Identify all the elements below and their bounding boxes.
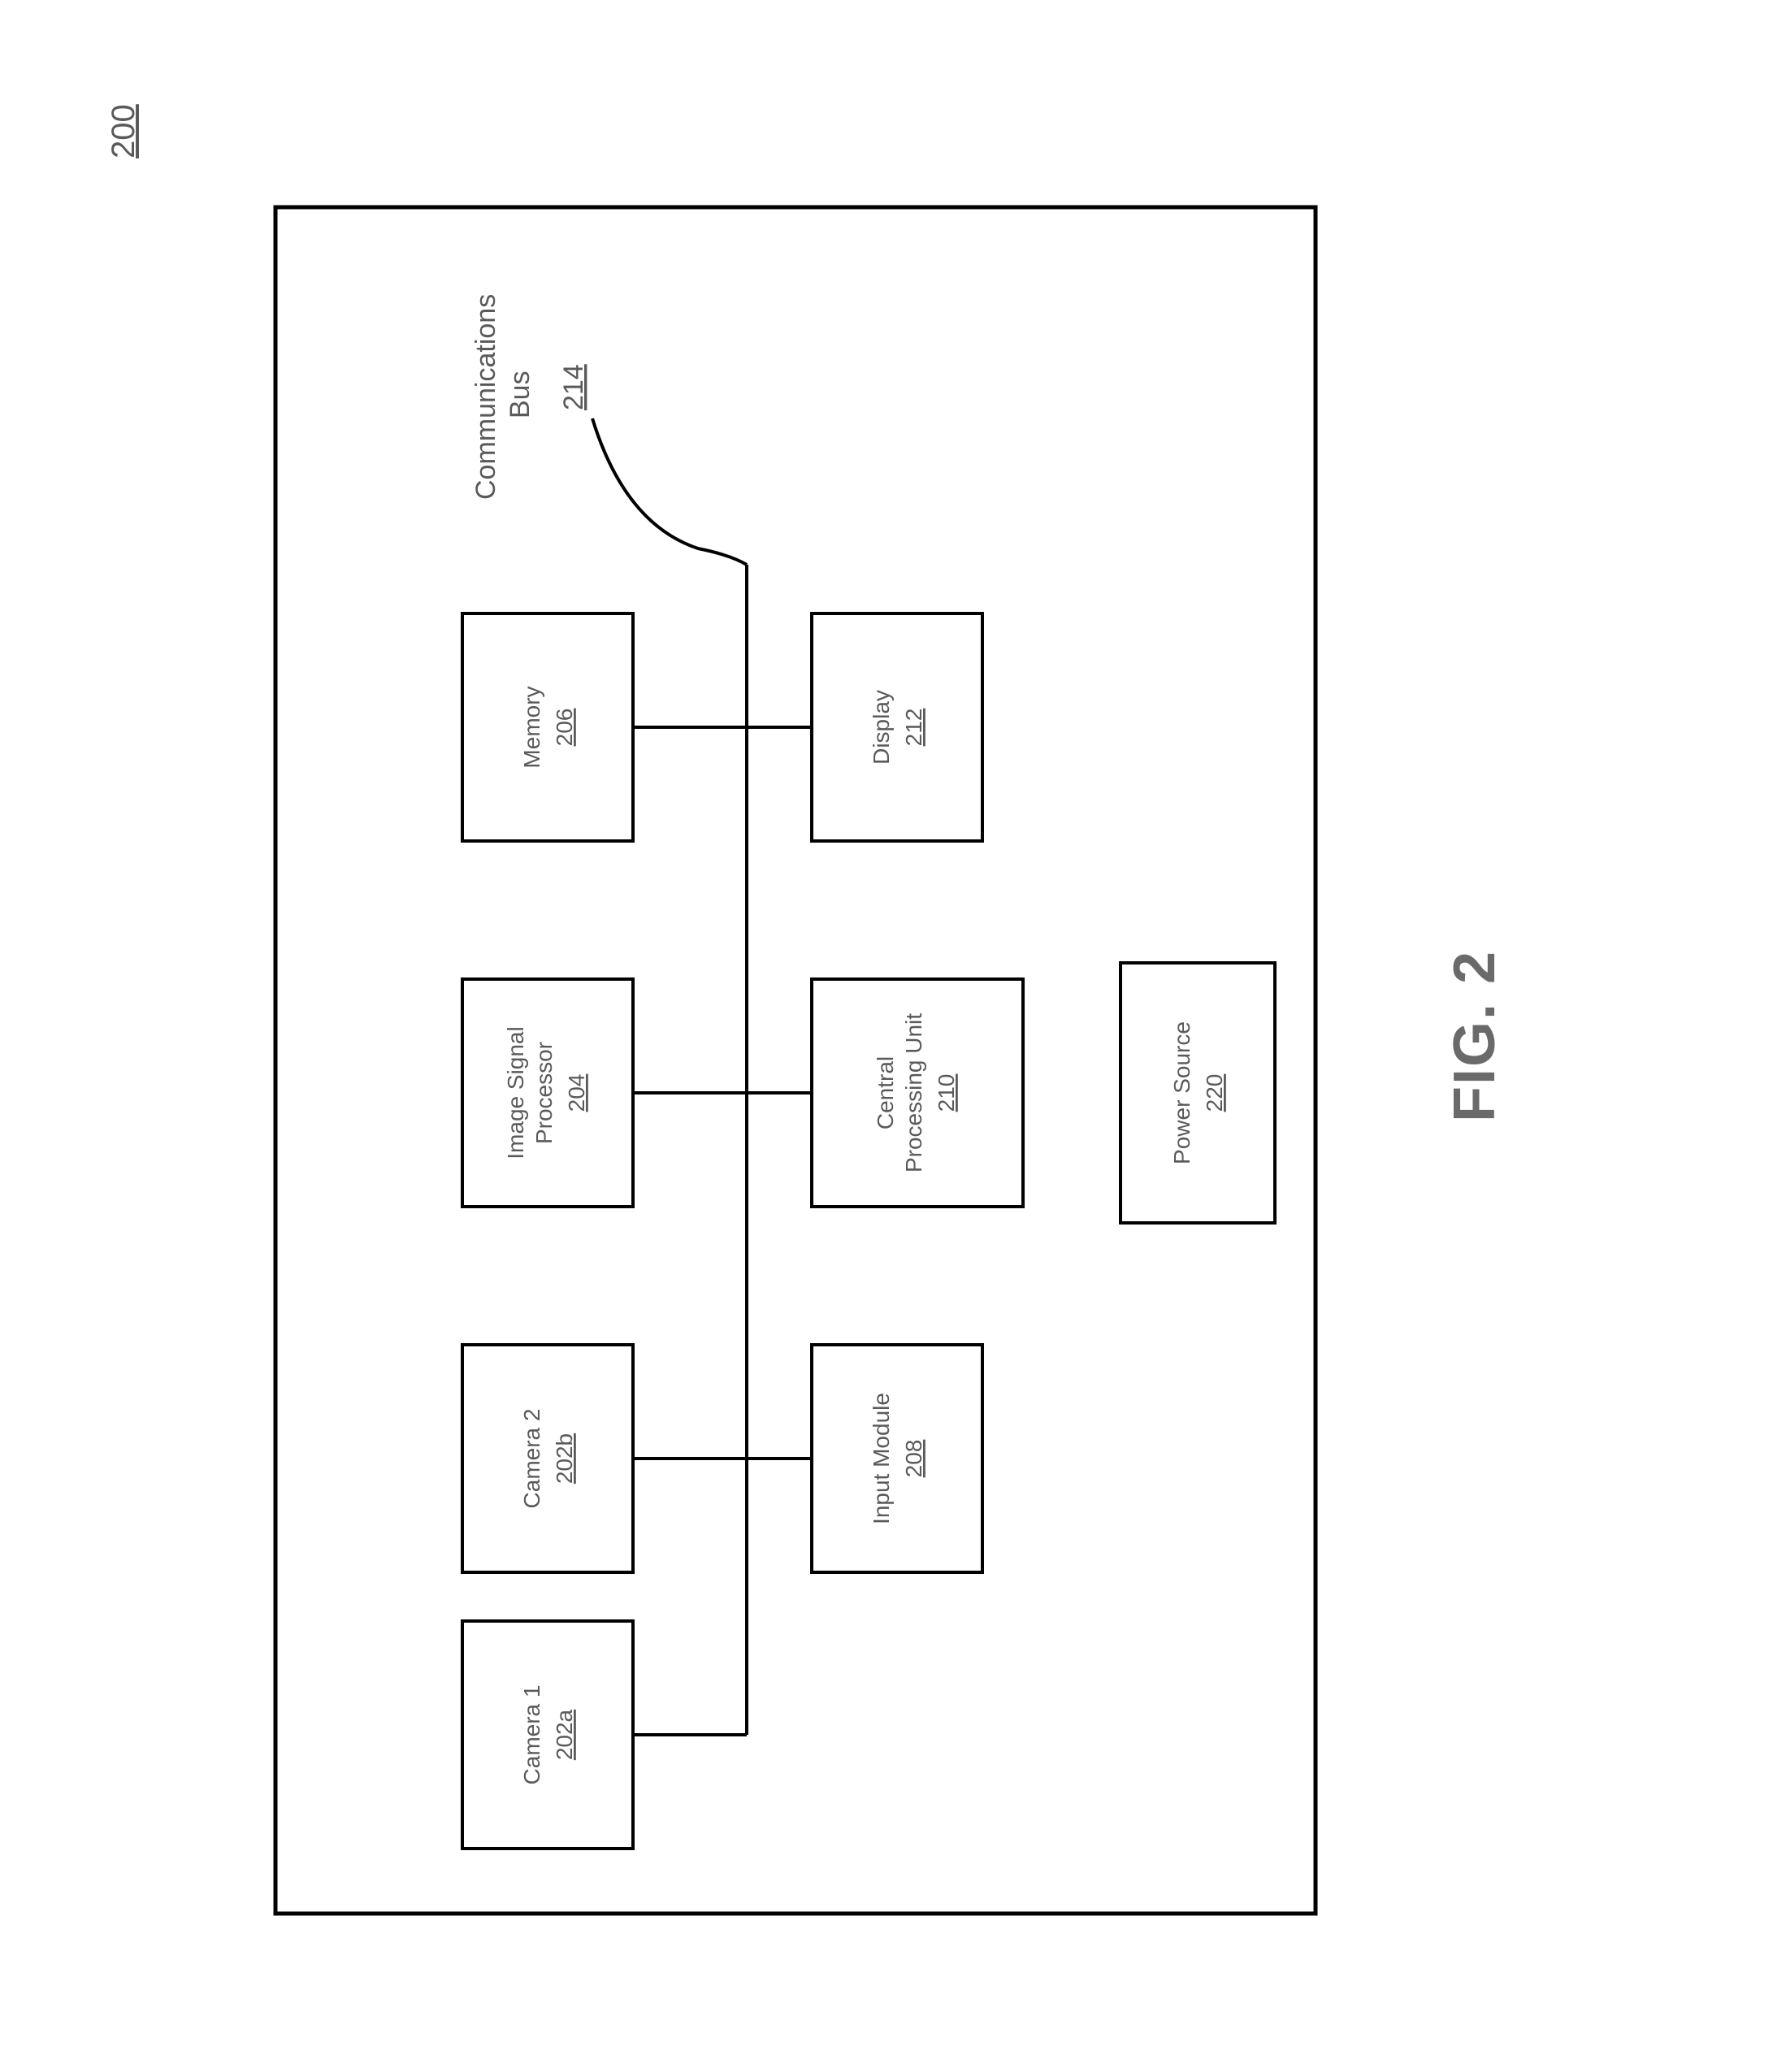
block-camera1: Camera 1 202a	[462, 1621, 633, 1849]
isp-title-line2: Processor	[531, 1042, 557, 1144]
camera1-ref: 202a	[552, 1709, 577, 1760]
cpu-title-line1: Central	[873, 1056, 898, 1129]
memory-ref: 206	[552, 709, 577, 747]
block-input: Input Module 208	[812, 1345, 982, 1572]
bus-label-line2: Bus	[505, 371, 535, 418]
power-ref: 220	[1202, 1074, 1227, 1112]
block-memory: Memory 206	[462, 613, 633, 841]
block-display: Display 212	[812, 613, 982, 841]
power-title: Power Source	[1169, 1021, 1194, 1164]
memory-title: Memory	[519, 686, 544, 768]
block-diagram: Communications Bus 214 Camera 1 202a Cam…	[243, 61, 1543, 2011]
page-reference: 200	[106, 104, 142, 158]
bus-label-line1: Communications	[470, 294, 501, 500]
page-reference-text: 200	[106, 104, 141, 158]
figure-caption: FIG. 2	[1442, 950, 1507, 1122]
display-title: Display	[869, 690, 894, 765]
camera2-ref: 202b	[552, 1433, 577, 1484]
block-isp: Image Signal Processor 204	[462, 979, 633, 1207]
input-ref: 208	[901, 1440, 926, 1478]
display-ref: 212	[901, 709, 926, 747]
cpu-ref: 210	[934, 1074, 959, 1112]
bus-ref: 214	[558, 364, 589, 410]
block-camera2: Camera 2 202b	[462, 1345, 633, 1572]
diagram-stage: Communications Bus 214 Camera 1 202a Cam…	[243, 61, 1543, 2011]
input-title: Input Module	[869, 1393, 894, 1524]
camera1-title: Camera 1	[519, 1685, 544, 1785]
cpu-title-line2: Processing Unit	[901, 1013, 926, 1173]
camera2-title: Camera 2	[519, 1409, 544, 1509]
block-cpu: Central Processing Unit 210	[812, 979, 1023, 1207]
isp-ref: 204	[564, 1074, 589, 1112]
block-power: Power Source 220	[1121, 963, 1275, 1223]
isp-title-line1: Image Signal	[503, 1026, 528, 1159]
